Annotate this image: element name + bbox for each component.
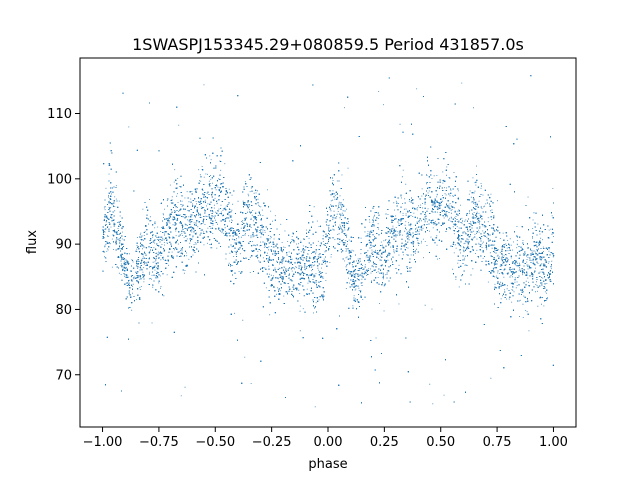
y-tick-label: 110 bbox=[47, 107, 72, 122]
x-tick-label: 0.75 bbox=[483, 435, 512, 450]
x-tick-label: −0.75 bbox=[139, 435, 179, 450]
x-tick-label: −0.50 bbox=[195, 435, 235, 450]
x-tick-label: 0.50 bbox=[426, 435, 455, 450]
y-tick-label: 100 bbox=[47, 172, 72, 187]
scatter-points-group bbox=[102, 75, 555, 404]
chart-title: 1SWASPJ153345.29+080859.5 Period 431857.… bbox=[132, 35, 524, 54]
x-axis-label: phase bbox=[308, 457, 347, 472]
y-axis-ticks: 70 80 90 100 110 bbox=[47, 107, 80, 383]
y-tick-label: 70 bbox=[55, 368, 72, 383]
x-axis-ticks: −1.00 −0.75 −0.50 −0.25 0.00 0.25 0.50 0.75 1.00 bbox=[83, 427, 568, 450]
data-points bbox=[102, 75, 555, 408]
x-tick-label: 1.00 bbox=[539, 435, 568, 450]
y-axis-label: flux bbox=[25, 230, 40, 254]
x-tick-label: −0.25 bbox=[252, 435, 292, 450]
x-tick-label: 0.00 bbox=[314, 435, 343, 450]
x-tick-label: 0.25 bbox=[370, 435, 399, 450]
x-tick-label: −1.00 bbox=[83, 435, 123, 450]
y-tick-label: 80 bbox=[55, 303, 72, 318]
y-tick-label: 90 bbox=[55, 238, 72, 253]
